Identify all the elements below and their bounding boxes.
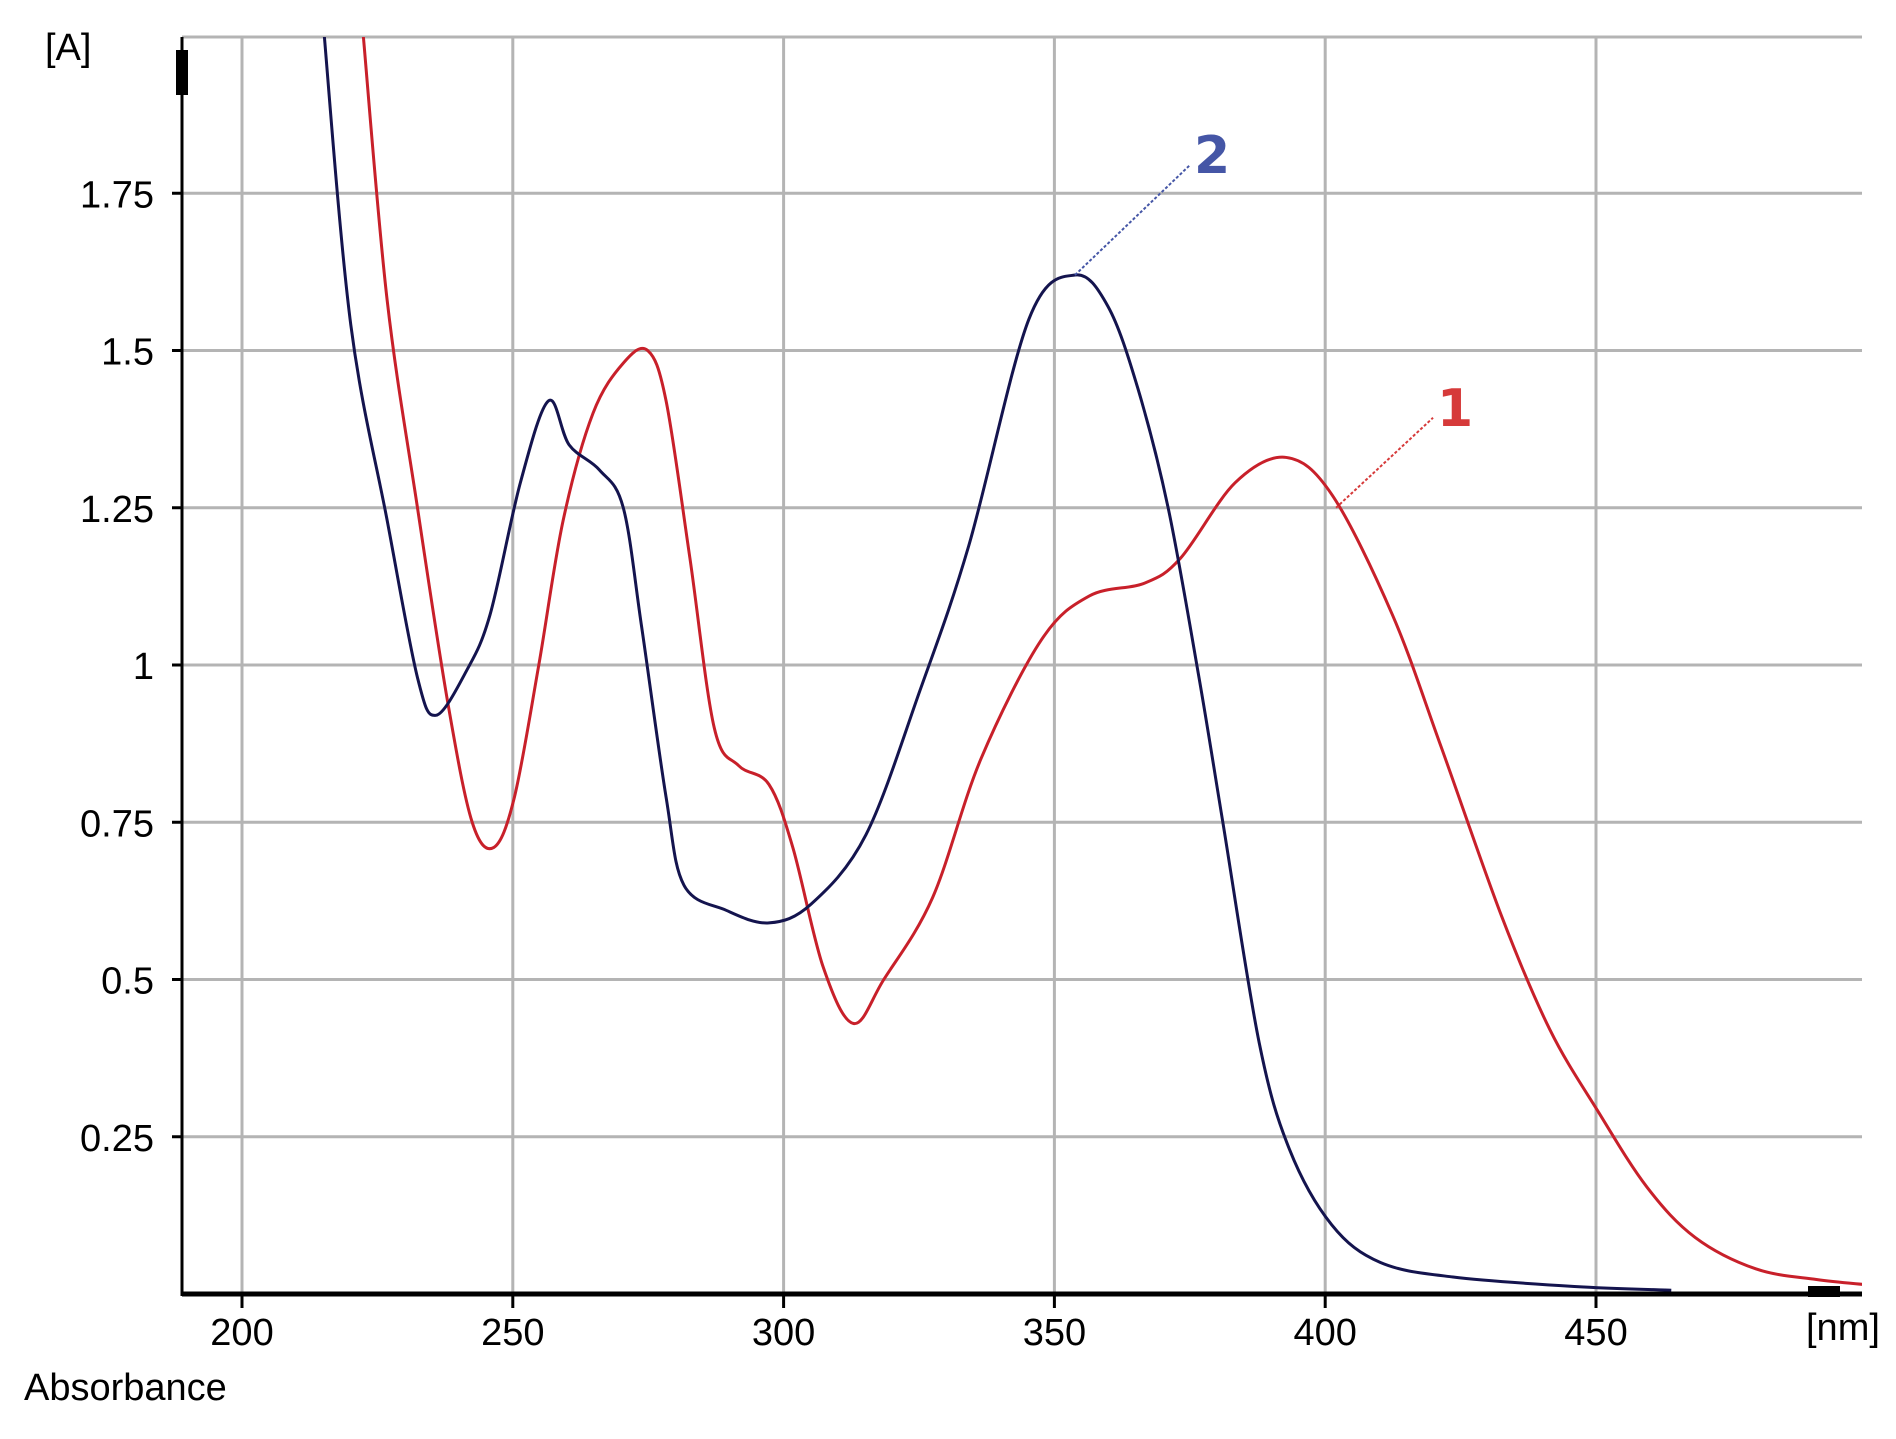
y-tick-label: 0.5 (101, 961, 154, 1003)
x-tick-label: 200 (210, 1312, 273, 1354)
annotation-leader-1 (1335, 417, 1434, 509)
series-2-line (322, 37, 1672, 1292)
y-tick-label: 1 (133, 646, 154, 688)
y-tick-label: 0.25 (80, 1118, 154, 1160)
annotation-leader-2 (1074, 164, 1191, 276)
x-axis-marker-icon (1808, 1286, 1840, 1297)
grid (182, 35, 1862, 1294)
x-tick-label: 350 (1023, 1312, 1086, 1354)
y-axis-label: [A] (45, 27, 91, 69)
y-tick-label: 1.25 (80, 489, 154, 531)
x-tick-label: 250 (481, 1312, 544, 1354)
axes (172, 37, 1862, 1308)
annotation-label-2: 2 (1194, 126, 1230, 186)
annotations: 21 (1074, 126, 1473, 509)
y-tick-label: 1.5 (101, 332, 154, 374)
x-axis-label: [nm] (1806, 1307, 1880, 1349)
x-tick-label: 400 (1293, 1312, 1356, 1354)
curves (322, 37, 1862, 1292)
tick-labels: 200 250 300 350 400 450 0.25 0.5 0.75 1 1.25 1.5 1.7… (80, 174, 1628, 1354)
series-1-line (361, 37, 1862, 1286)
x-tick-label: 450 (1564, 1312, 1627, 1354)
footer-label: Absorbance (24, 1367, 227, 1409)
annotation-label-1: 1 (1437, 379, 1473, 439)
y-axis-marker-icon (176, 50, 188, 95)
y-tick-label: 1.75 (80, 174, 154, 216)
x-tick-label: 300 (752, 1312, 815, 1354)
y-tick-label: 0.75 (80, 803, 154, 845)
